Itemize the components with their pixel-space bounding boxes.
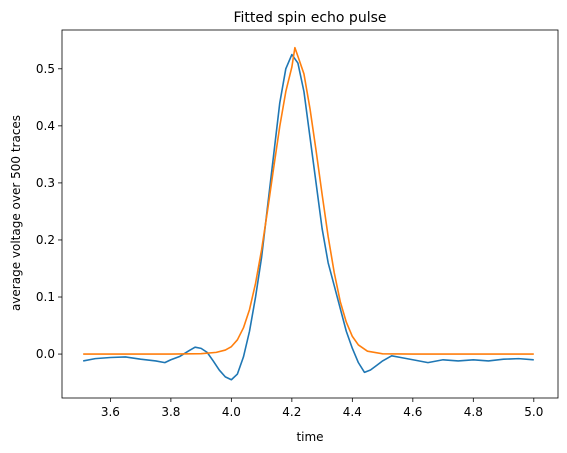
x-tick-label: 3.6 bbox=[101, 405, 120, 419]
measured-trace-line bbox=[83, 53, 534, 381]
x-tick-label: 4.2 bbox=[282, 405, 301, 419]
x-axis-label: time bbox=[296, 430, 323, 444]
axes-frame bbox=[61, 29, 559, 399]
y-tick-label: 0.2 bbox=[36, 233, 55, 247]
y-tick-label: 0.3 bbox=[36, 176, 55, 190]
x-tick-label: 5.0 bbox=[524, 405, 543, 419]
fitted-curve-line bbox=[83, 46, 534, 355]
y-axis-ticks: 0.0 0.1 0.2 0.3 0.4 0.5 bbox=[36, 62, 62, 361]
x-tick-label: 4.6 bbox=[403, 405, 422, 419]
y-axis-label: average voltage over 500 traces bbox=[9, 115, 23, 311]
y-tick-label: 0.5 bbox=[36, 62, 55, 76]
y-tick-label: 0.4 bbox=[36, 119, 55, 133]
y-tick-label: 0.0 bbox=[36, 347, 55, 361]
x-tick-label: 4.0 bbox=[222, 405, 241, 419]
x-axis-ticks: 3.6 3.8 4.0 4.2 4.4 4.6 4.8 5.0 bbox=[101, 398, 543, 419]
x-tick-label: 4.8 bbox=[464, 405, 483, 419]
x-tick-label: 3.8 bbox=[161, 405, 180, 419]
chart-title: Fitted spin echo pulse bbox=[233, 10, 386, 26]
plot-area bbox=[83, 46, 534, 381]
y-tick-label: 0.1 bbox=[36, 290, 55, 304]
x-tick-label: 4.4 bbox=[343, 405, 362, 419]
